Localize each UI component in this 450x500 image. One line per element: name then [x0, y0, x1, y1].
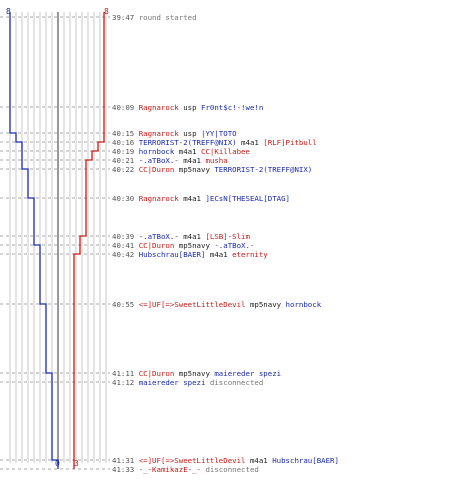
event-row: 41:31 <=]UF[=>SweetLittleDevil m4a1 Hubs… [112, 456, 339, 465]
blue-team-count-bottom: 0 [55, 459, 60, 468]
player-name: <=]UF[=>SweetLittleDevil [138, 456, 246, 465]
weapon-label: m4a1 [245, 456, 273, 465]
status-text: disconnected [205, 378, 264, 387]
weapon-label: mp5navy [174, 165, 215, 174]
player-name: eternity [232, 250, 268, 259]
event-row: 40:22 CC|Duron mp5navy TERRORIST-2(TREFF… [112, 165, 312, 174]
weapon-label: mp5navy [174, 369, 215, 378]
event-row: 40:55 <=]UF[=>SweetLittleDevil mp5navy h… [112, 300, 321, 309]
event-time: 40:19 [112, 147, 139, 156]
player-name: hornbock [138, 147, 175, 156]
weapon-label: m4a1 [178, 232, 206, 241]
player-name: Ragnarock [138, 129, 179, 138]
weapon-label: usp [178, 129, 201, 138]
event-time: 40:21 [112, 156, 139, 165]
event-row: 40:41 CC|Duron mp5navy -.aTBoX.- [112, 241, 254, 250]
event-time: 40:16 [112, 138, 139, 147]
event-time: 41:33 [112, 465, 139, 474]
player-name: CC|Duron [138, 369, 175, 378]
event-time: 40:42 [112, 250, 139, 259]
weapon-label: m4a1 [205, 250, 233, 259]
player-name: |YY|TOTO [201, 129, 237, 138]
weapon-label: m4a1 [178, 194, 206, 203]
event-time: 41:31 [112, 456, 139, 465]
player-name: TERRORIST-2(TREFF@NIX) [214, 165, 313, 174]
blue-team-alive-line [9, 12, 59, 469]
event-time: 40:22 [112, 165, 139, 174]
player-name: Ragnarock [138, 194, 179, 203]
event-row: 40:19 hornbock m4a1 CC|Killabee [112, 147, 250, 156]
event-time: 41:12 [112, 378, 139, 387]
red-team-count-top: 8 [104, 7, 109, 16]
player-name: maiereder spezi [214, 369, 282, 378]
status-text: round started [138, 13, 197, 22]
player-name: -.aTBoX.- [138, 232, 179, 241]
player-name: -.aTBoX.- [214, 241, 255, 250]
event-row: 39:47 round started [112, 13, 197, 22]
event-time: 40:30 [112, 194, 139, 203]
player-name: TERRORIST-2(TREFF@NIX) [138, 138, 237, 147]
event-row: 41:12 maiereder spezi disconnected [112, 378, 263, 387]
weapon-label: m4a1 [236, 138, 264, 147]
player-name: Hubschrau[BAER] [272, 456, 339, 465]
weapon-label: m4a1 [178, 156, 206, 165]
weapon-label: usp [178, 103, 201, 112]
event-time: 40:41 [112, 241, 139, 250]
player-name: -.aTBoX.- [138, 156, 179, 165]
player-name: -_-KamikazE-_- [138, 465, 201, 474]
player-name: Fr0nt$c!-!we!n [201, 103, 264, 112]
player-name: ]ECsN[THESEAL[DTAG] [205, 194, 290, 203]
event-time: 40:15 [112, 129, 139, 138]
event-row: 40:42 Hubschrau[BAER] m4a1 eternity [112, 250, 268, 259]
player-name: Ragnarock [138, 103, 179, 112]
event-time: 40:39 [112, 232, 139, 241]
player-name: <=]UF[=>SweetLittleDevil [138, 300, 246, 309]
player-name: [RLF]Pitbull [263, 138, 317, 147]
red-team-count-bottom: 3 [74, 459, 79, 468]
event-row: 41:11 CC|Duron mp5navy maiereder spezi [112, 369, 281, 378]
red-team-alive-line [73, 12, 105, 469]
event-time: 39:47 [112, 13, 139, 22]
player-name: [LSB]-Slim [205, 232, 250, 241]
event-row: 41:33 -_-KamikazE-_- disconnected [112, 465, 259, 474]
player-name: Hubschrau[BAER] [138, 250, 206, 259]
weapon-label: mp5navy [245, 300, 286, 309]
player-name: CC|Killabee [201, 147, 250, 156]
weapon-label: mp5navy [174, 241, 215, 250]
weapon-label: m4a1 [174, 147, 202, 156]
event-row: 40:21 -.aTBoX.- m4a1 musha [112, 156, 228, 165]
player-name: maiereder spezi [138, 378, 206, 387]
player-name: musha [205, 156, 228, 165]
event-row: 40:15 Ragnarock usp |YY|TOTO [112, 129, 237, 138]
event-time: 41:11 [112, 369, 139, 378]
event-row: 40:09 Ragnarock usp Fr0nt$c!-!we!n [112, 103, 263, 112]
player-name: CC|Duron [138, 241, 175, 250]
event-row: 40:30 Ragnarock m4a1 ]ECsN[THESEAL[DTAG] [112, 194, 290, 203]
player-name: CC|Duron [138, 165, 175, 174]
blue-team-count-top: 8 [6, 7, 11, 16]
event-time: 40:55 [112, 300, 139, 309]
event-time: 40:09 [112, 103, 139, 112]
status-text: disconnected [201, 465, 259, 474]
event-row: 40:16 TERRORIST-2(TREFF@NIX) m4a1 [RLF]P… [112, 138, 317, 147]
player-name: hornbock [285, 300, 322, 309]
event-row: 40:39 -.aTBoX.- m4a1 [LSB]-Slim [112, 232, 250, 241]
